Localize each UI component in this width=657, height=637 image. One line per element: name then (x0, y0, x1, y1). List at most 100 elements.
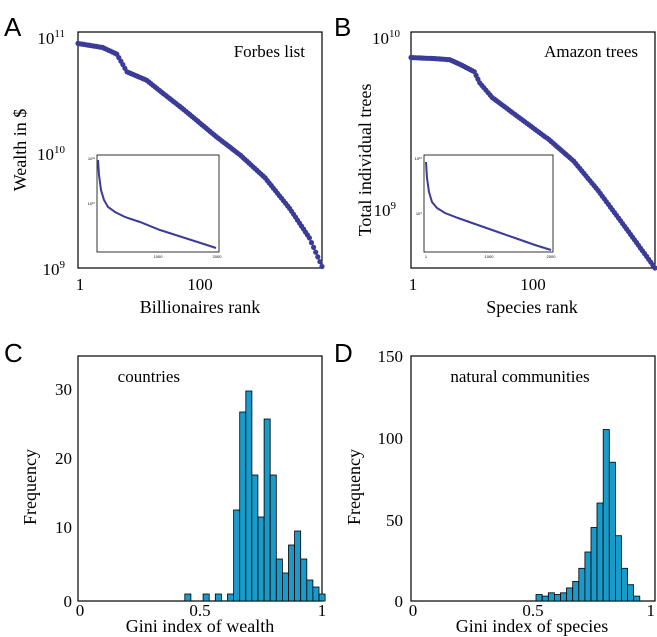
y-tick-label-d-50: 50 (386, 511, 403, 530)
plot-frame-c (77, 355, 323, 602)
y-tick-label-d-150: 150 (378, 347, 404, 366)
inset-frame-b (423, 154, 554, 253)
plot-frame-a (77, 31, 323, 269)
y-tick-label-c-10: 10 (55, 518, 72, 537)
histogram-bar (615, 535, 622, 602)
y-tick-label-a-1e11: 1011 (37, 28, 65, 48)
y-tick-label-d-100: 100 (378, 429, 404, 448)
data-point (313, 249, 319, 255)
histogram-bar (306, 579, 314, 602)
panel-b: Amazon trees Species rank Total individu… (355, 28, 657, 317)
bars-c (184, 390, 326, 602)
series-a (75, 40, 325, 270)
x-tick-label-d-05: 0.5 (522, 601, 543, 620)
panel-d: natural communities Gini index of specie… (344, 347, 656, 636)
data-point (306, 235, 312, 241)
histogram-bar (275, 558, 283, 602)
x-tick-label-c-05: 0.5 (189, 601, 210, 620)
x-axis-label-b: Species rank (486, 297, 577, 317)
y-tick-label-b-1e9: 109 (374, 200, 397, 220)
inset-x-tick-a-1000: 1000 (154, 254, 164, 259)
x-tick-label-b-1: 1 (409, 275, 418, 294)
histogram-bar (245, 390, 253, 602)
panel-letter-b: B (334, 12, 351, 42)
histogram-bar (227, 593, 234, 602)
inset-y-tick-a-mid: 10¹⁰ (88, 201, 96, 206)
histogram-bar (572, 581, 580, 602)
panel-a: Forbes list Billionaires rank Wealth in … (10, 28, 325, 317)
y-tick-label-d-0: 0 (395, 592, 404, 611)
x-tick-label-c-0: 0 (76, 601, 85, 620)
panel-letter-c: C (4, 338, 23, 368)
series-b (408, 54, 657, 271)
chart-title-d: natural communities (450, 367, 589, 386)
y-tick-label-c-0: 0 (64, 592, 73, 611)
chart-title-b: Amazon trees (544, 42, 638, 61)
y-axis-label-b: Total individual trees (355, 84, 375, 237)
histogram-bar (535, 594, 543, 602)
y-tick-label-a-1e10: 1010 (37, 144, 66, 164)
histogram-bar (578, 567, 586, 602)
x-tick-label-c-1: 1 (318, 601, 327, 620)
y-tick-label-a-1e9: 109 (43, 259, 66, 279)
histogram-bar (300, 558, 308, 602)
chart-title-a: Forbes list (234, 42, 306, 61)
y-axis-label-c: Frequency (20, 449, 40, 525)
y-tick-label-c-30: 30 (55, 380, 72, 399)
inset-x-tick-b-1: 1 (425, 254, 428, 259)
histogram-bar (288, 544, 295, 602)
histogram-bar (608, 461, 616, 602)
histogram-bar (312, 586, 320, 602)
inset-x-tick-a-2000: 2000 (213, 254, 223, 259)
histogram-bar (269, 474, 277, 602)
histogram-bar (596, 502, 604, 602)
plot-frame-b (410, 31, 656, 269)
panel-letter-a: A (4, 12, 22, 42)
histogram-bar (239, 411, 247, 602)
histogram-bar (202, 593, 210, 602)
inset-y-tick-b-mid: 10⁹ (416, 211, 422, 216)
histogram-bar (233, 509, 241, 602)
inset-y-tick-a-top: 10¹¹ (88, 156, 96, 161)
x-axis-label-c: Gini index of wealth (126, 616, 274, 636)
x-tick-label-b-100: 100 (520, 275, 546, 294)
histogram-bar (627, 584, 634, 602)
histogram-bar (257, 516, 265, 602)
data-point (652, 265, 657, 271)
histogram-bar (554, 594, 561, 602)
x-axis-label-a: Billionaires rank (140, 297, 260, 317)
inset-curve-b (425, 161, 552, 251)
data-point (319, 263, 325, 270)
y-axis-label-d: Frequency (344, 449, 364, 525)
x-tick-label-d-0: 0 (409, 601, 418, 620)
inset-y-tick-b-top: 10¹⁰ (415, 156, 423, 161)
histogram-bar (281, 572, 289, 602)
histogram-bar (633, 595, 641, 602)
histogram-bar (541, 595, 549, 602)
histogram-bar (318, 593, 326, 602)
histogram-bar (566, 587, 573, 602)
histogram-bar (263, 418, 271, 602)
data-point (311, 244, 317, 250)
panel-letter-d: D (334, 338, 353, 368)
inset-b: 1 1000 2000 10¹⁰ 10⁹ (415, 154, 556, 259)
inset-frame-a (96, 154, 220, 253)
chart-title-c: countries (118, 367, 180, 386)
inset-curve-a (97, 159, 217, 249)
y-tick-label-c-20: 20 (55, 449, 72, 468)
histogram-bar (560, 592, 567, 602)
data-point (317, 259, 323, 265)
histogram-bar (294, 530, 302, 602)
histogram-bar (590, 527, 598, 602)
histogram-bar (547, 592, 555, 602)
plot-frame-d (410, 355, 656, 602)
bars-d (535, 429, 641, 602)
y-axis-label-a: Wealth in $ (10, 109, 30, 192)
x-tick-label-a-1: 1 (76, 275, 85, 294)
histogram-bar (251, 474, 259, 602)
y-tick-label-b-1e10: 1010 (372, 28, 401, 48)
histogram-bar (584, 551, 592, 602)
inset-a: 1000 2000 10¹¹ 10¹⁰ (88, 154, 223, 259)
panel-c: countries Gini index of wealth Frequency… (20, 355, 327, 636)
